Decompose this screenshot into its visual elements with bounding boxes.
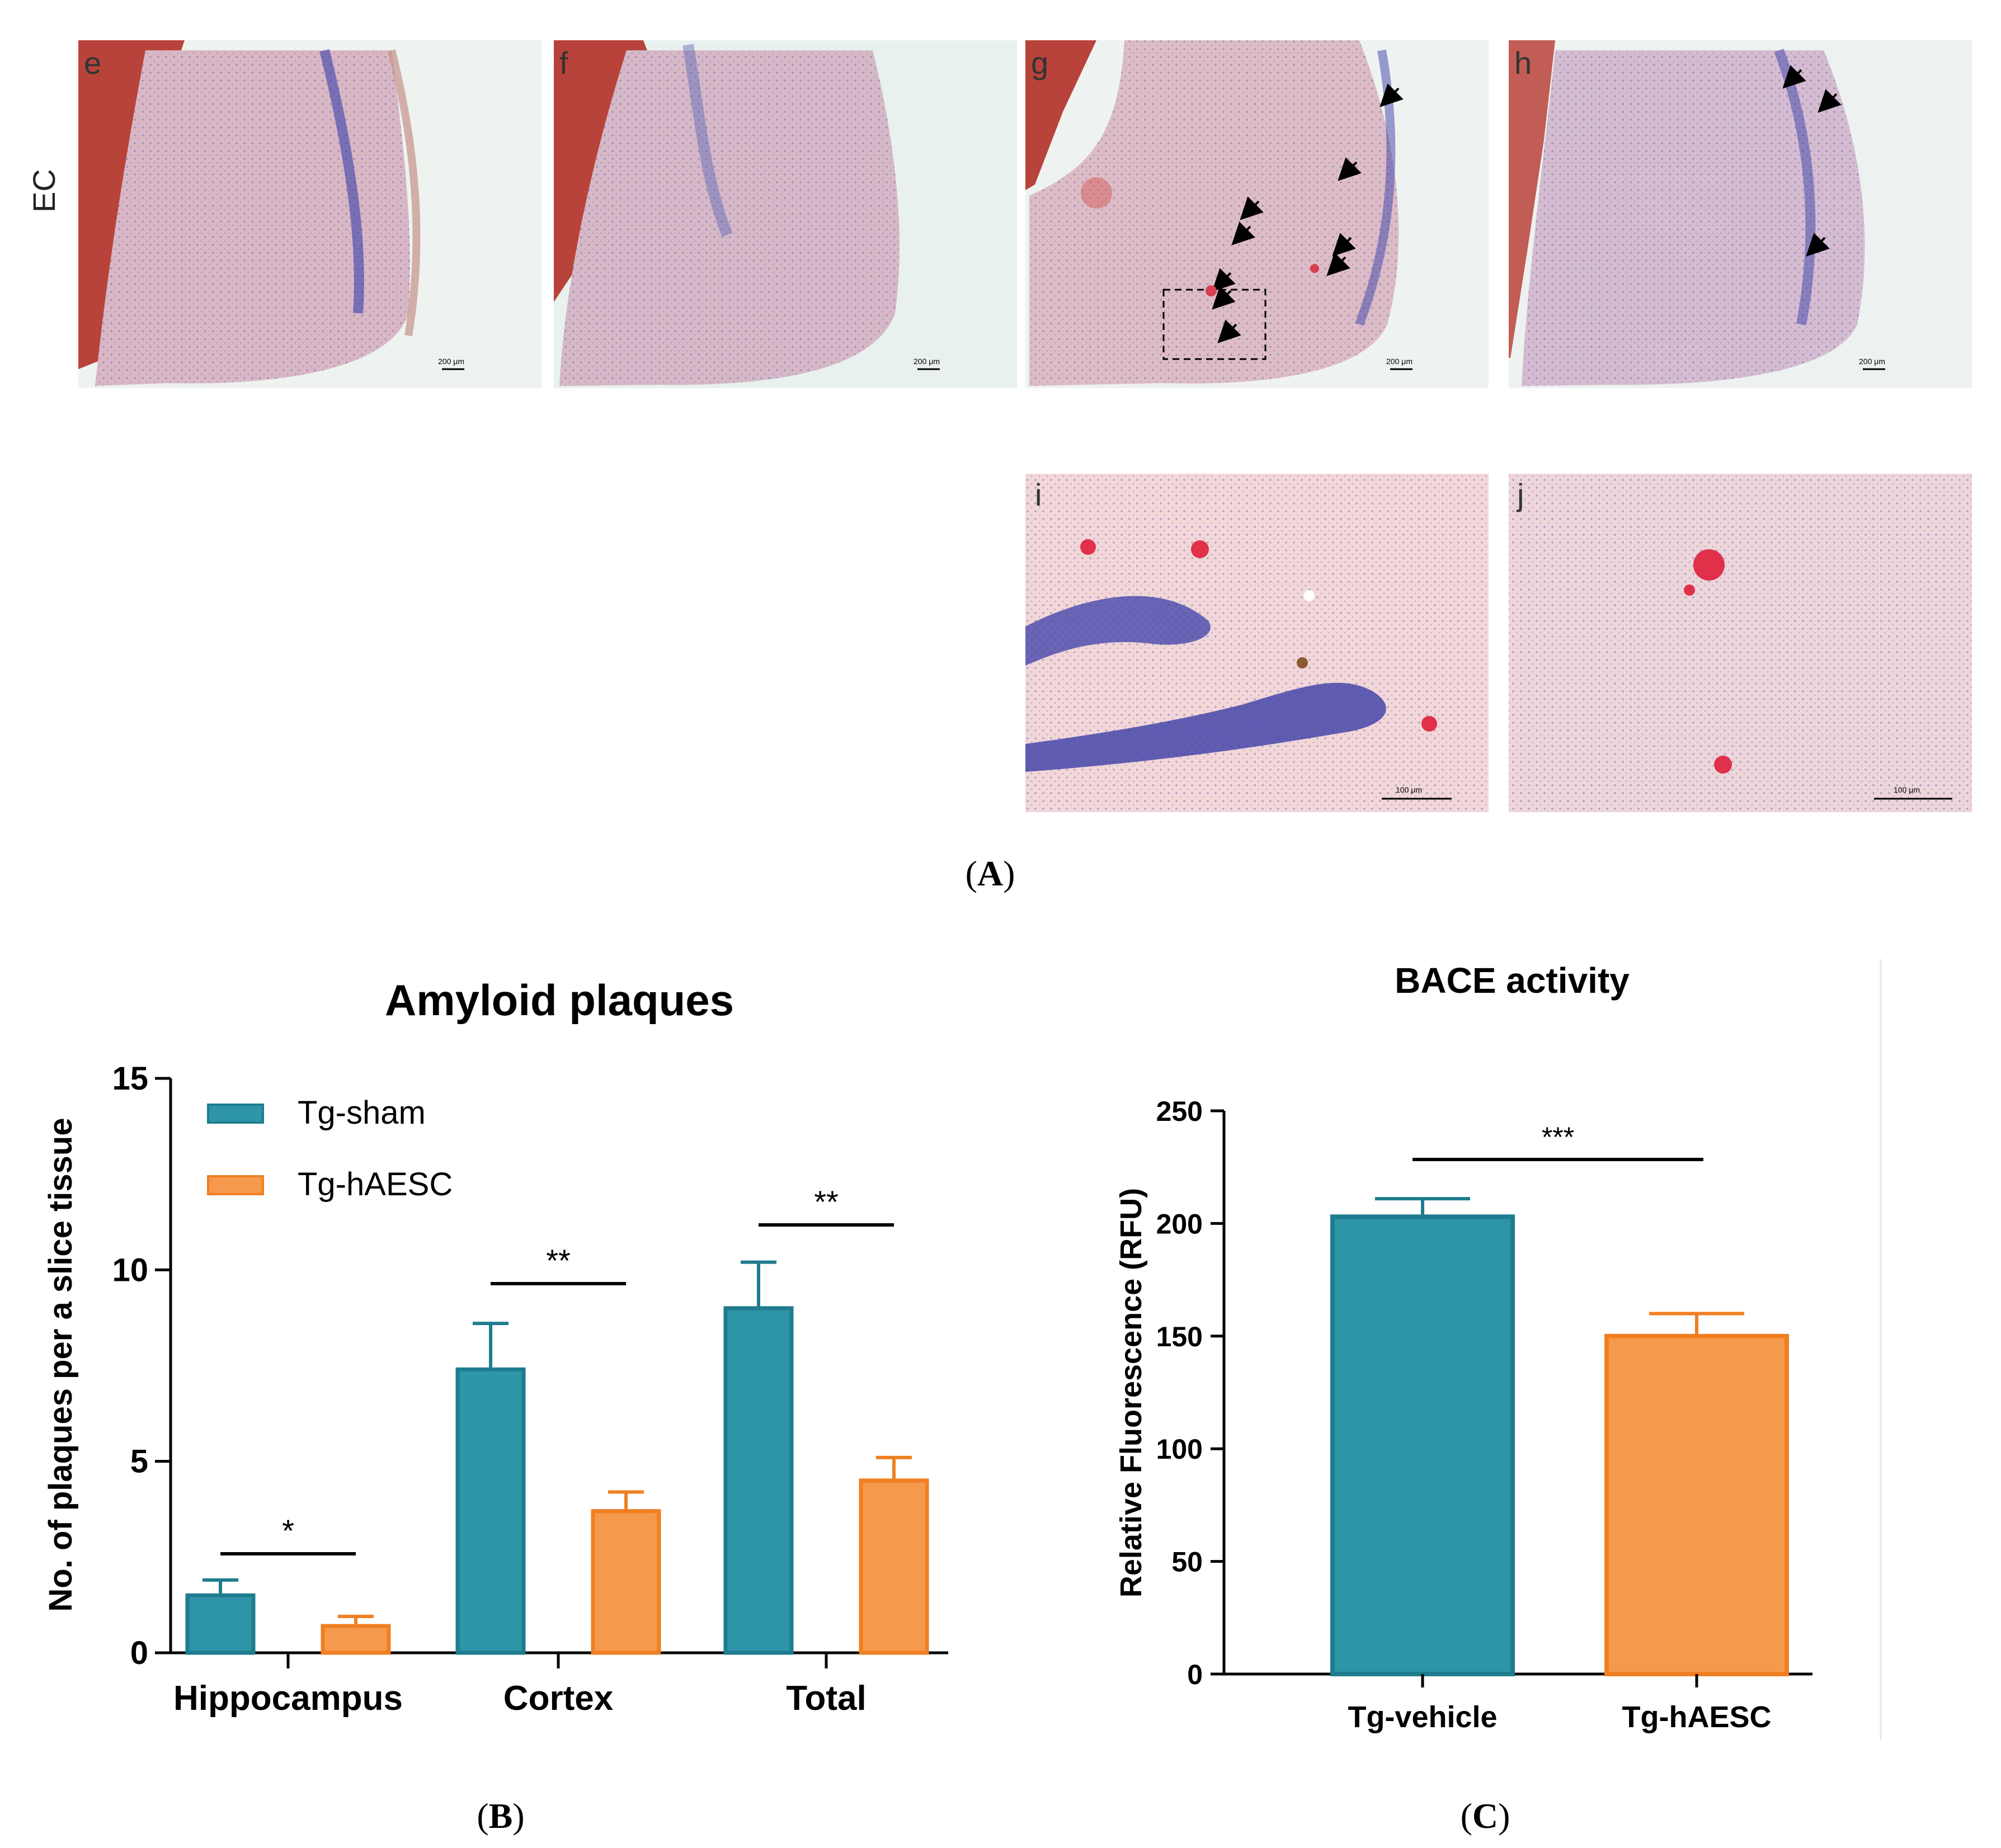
caption-a: (A) xyxy=(965,854,1015,893)
panel-letter-g: g xyxy=(1031,45,1049,81)
y-tick-label: 50 xyxy=(1171,1547,1203,1578)
bar xyxy=(185,1593,256,1655)
scale-bar-label-j: 100 μm xyxy=(1894,785,1920,794)
caption-c: (C) xyxy=(1460,1796,1510,1836)
legend-label: Tg-hAESC xyxy=(298,1166,453,1203)
histology-panel-h xyxy=(1509,40,1972,388)
y-tick-label: 15 xyxy=(112,1060,148,1097)
y-tick-label: 10 xyxy=(112,1252,148,1288)
scale-bar-label-e: 200 μm xyxy=(438,357,464,366)
bar xyxy=(723,1306,794,1655)
bar xyxy=(1330,1214,1515,1676)
y-tick-label: 100 xyxy=(1156,1434,1203,1465)
x-tick-label: Tg-hAESC xyxy=(1622,1700,1772,1734)
x-tick-label: Tg-vehicle xyxy=(1348,1700,1497,1734)
x-tick-label: Cortex xyxy=(503,1679,614,1718)
histology-panel-f xyxy=(554,40,1017,388)
x-tick-label: Hippocampus xyxy=(173,1679,403,1718)
y-tick-label: 0 xyxy=(1187,1659,1203,1690)
bar xyxy=(455,1367,526,1655)
chart-title: BACE activity xyxy=(1395,960,1630,1001)
y-tick-label: 5 xyxy=(130,1444,148,1480)
legend-swatch xyxy=(207,1104,264,1124)
significance-label: *** xyxy=(1542,1121,1574,1153)
panel-letter-e: e xyxy=(84,45,102,81)
panel-letter-f: f xyxy=(559,45,568,81)
significance-label: ** xyxy=(546,1243,571,1278)
histology-panel-j xyxy=(1509,474,1972,812)
legend-label: Tg-sham xyxy=(298,1095,426,1131)
row-label-ec: EC xyxy=(26,169,62,213)
bar xyxy=(859,1478,929,1655)
significance-label: * xyxy=(282,1513,294,1548)
histology-panel-i xyxy=(1025,474,1489,812)
panel-letter-j: j xyxy=(1517,477,1524,512)
y-tick-label: 150 xyxy=(1156,1321,1203,1352)
legend-swatch xyxy=(207,1175,264,1195)
y-tick-label: 250 xyxy=(1156,1096,1203,1127)
scale-bar-label-g: 200 μm xyxy=(1386,357,1413,366)
y-tick-label: 200 xyxy=(1156,1208,1203,1239)
y-axis-label: Relative Fluorescence (RFU) xyxy=(1114,1188,1148,1597)
x-tick-label: Total xyxy=(786,1679,867,1718)
y-axis-label: No. of plaques per a slice tissue xyxy=(43,1118,79,1611)
caption-b: (B) xyxy=(477,1796,525,1836)
panel-letter-h: h xyxy=(1514,45,1532,81)
histology-panel-g xyxy=(1025,40,1489,388)
y-tick-label: 0 xyxy=(130,1635,148,1671)
bar xyxy=(591,1509,661,1655)
bar xyxy=(1604,1333,1789,1677)
bar xyxy=(321,1624,391,1655)
scale-bar-label-h: 200 μm xyxy=(1859,357,1885,366)
significance-label: ** xyxy=(814,1184,839,1219)
histology-panel-e xyxy=(78,40,542,388)
scale-bar-label-f: 200 μm xyxy=(914,357,940,366)
chart-title: Amyloid plaques xyxy=(385,975,734,1025)
panel-letter-i: i xyxy=(1035,477,1042,512)
panel-a-histology xyxy=(78,40,1972,812)
scale-bar-label-i: 100 μm xyxy=(1396,785,1422,794)
